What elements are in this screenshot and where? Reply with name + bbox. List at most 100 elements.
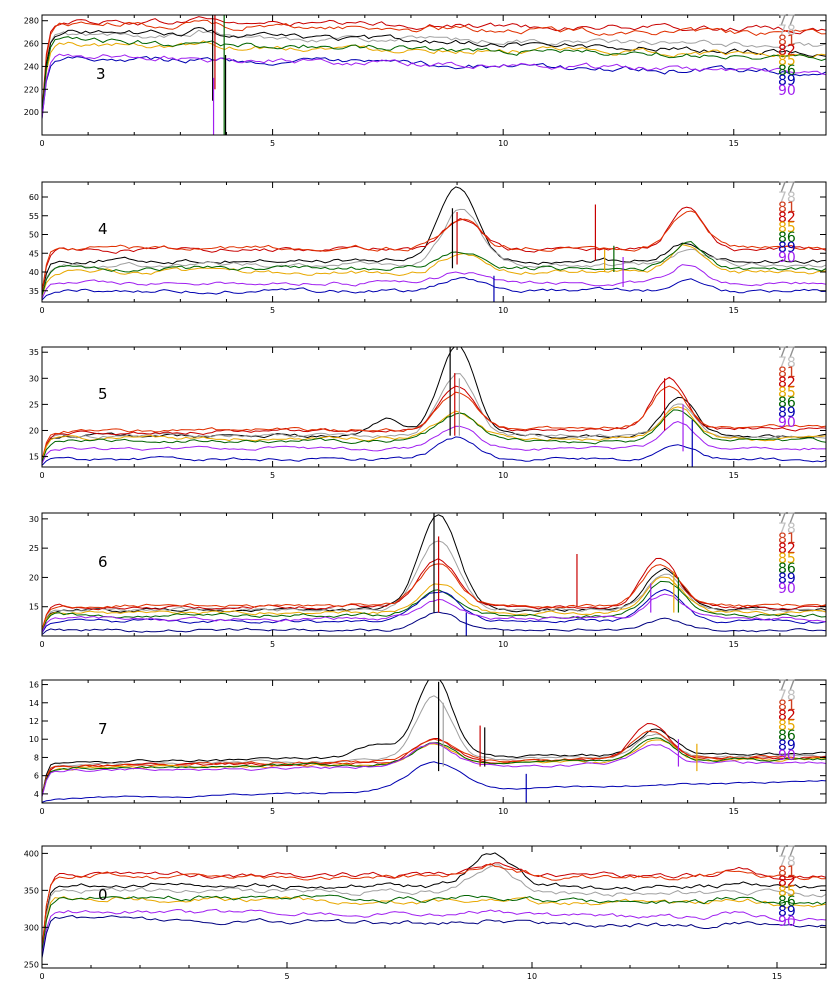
series-line <box>42 611 826 635</box>
legend-entry: 77 <box>778 511 796 527</box>
series-line <box>42 695 826 796</box>
panel-label: 5 <box>98 385 108 403</box>
series-line <box>42 373 826 461</box>
panel-label: 4 <box>98 220 108 238</box>
x-tick-label: 15 <box>729 471 739 480</box>
series-line <box>42 908 826 957</box>
x-tick-label: 0 <box>39 640 44 649</box>
y-tick-label: 350 <box>24 886 39 895</box>
legend-entry: 78 <box>778 355 796 371</box>
legend-entry: 89 <box>778 738 796 754</box>
legend-entry: 89 <box>778 73 796 89</box>
legend-entry: 89 <box>778 904 796 920</box>
series-line <box>42 739 826 797</box>
y-tick-label: 200 <box>24 108 39 117</box>
series-line <box>42 208 826 295</box>
x-tick-label: 5 <box>270 306 275 315</box>
legend-entry: 82 <box>778 541 796 557</box>
legend-entry: 81 <box>778 531 796 547</box>
legend-entry: 86 <box>778 728 796 744</box>
axes-frame <box>41 181 827 303</box>
y-tick-label: 50 <box>29 231 39 240</box>
y-tick-label: 12 <box>29 717 39 726</box>
panel-label: 6 <box>98 553 108 571</box>
legend-entry: 90 <box>778 748 796 764</box>
y-tick-label: 20 <box>29 426 39 435</box>
series-line <box>42 730 826 796</box>
legend-entry: 78 <box>778 190 796 206</box>
x-tick-label: 5 <box>270 807 275 816</box>
series-line <box>42 210 826 292</box>
series-line <box>42 347 826 461</box>
legend-entry: 85 <box>778 220 796 236</box>
axes-frame <box>41 845 827 969</box>
x-tick-label: 0 <box>39 807 44 816</box>
axes-frame <box>41 346 827 468</box>
y-tick-label: 35 <box>29 287 39 296</box>
series-line <box>42 19 826 113</box>
legend-entry: 82 <box>778 210 796 226</box>
x-tick-label: 0 <box>39 306 44 315</box>
axes-frame <box>41 512 827 637</box>
y-tick-label: 220 <box>24 85 39 94</box>
series-line <box>42 40 826 117</box>
legend-entry: 77 <box>778 678 796 694</box>
series-line <box>42 240 826 296</box>
y-tick-label: 10 <box>29 735 39 744</box>
legend-entry: 90 <box>778 914 796 930</box>
legend-entry: 81 <box>778 200 796 216</box>
series-line <box>42 409 826 462</box>
series-line <box>42 761 826 803</box>
series-line <box>42 862 826 950</box>
legend-entry: 81 <box>778 698 796 714</box>
x-tick-label: 10 <box>498 306 508 315</box>
series-line <box>42 16 826 113</box>
x-tick-label: 5 <box>284 972 289 981</box>
x-tick-label: 5 <box>270 139 275 148</box>
y-tick-label: 25 <box>29 544 39 553</box>
series-line <box>42 864 826 953</box>
series-line <box>42 852 826 952</box>
series-line <box>42 385 826 461</box>
x-tick-label: 0 <box>39 139 44 148</box>
series-line <box>42 896 826 954</box>
series-line <box>42 55 826 120</box>
series-line <box>42 53 826 119</box>
plot-area <box>42 347 826 467</box>
x-tick-label: 10 <box>498 139 508 148</box>
y-tick-label: 300 <box>24 923 39 932</box>
x-tick-label: 15 <box>729 139 739 148</box>
x-tick-label: 15 <box>729 306 739 315</box>
plot-area <box>42 186 826 302</box>
y-tick-label: 15 <box>29 603 39 612</box>
legend-entry: 82 <box>778 375 796 391</box>
y-tick-label: 6 <box>34 772 39 781</box>
series-line <box>42 186 826 295</box>
legend-entry: 78 <box>778 23 796 39</box>
legend-entry: 90 <box>778 581 796 597</box>
x-tick-label: 10 <box>527 972 537 981</box>
series-line <box>42 863 826 950</box>
y-tick-label: 16 <box>29 681 39 690</box>
legend-entry: 86 <box>778 561 796 577</box>
y-tick-label: 30 <box>29 374 39 383</box>
legend-entry: 90 <box>778 83 796 99</box>
legend-entry: 85 <box>778 551 796 567</box>
y-tick-label: 4 <box>34 790 39 799</box>
legend-entry: 89 <box>778 571 796 587</box>
y-tick-label: 55 <box>29 212 39 221</box>
panel-label: 7 <box>98 720 108 738</box>
legend-entry: 86 <box>778 230 796 246</box>
y-tick-label: 250 <box>24 960 39 969</box>
y-tick-label: 60 <box>29 193 39 202</box>
series-line <box>42 264 826 299</box>
legend-entry: 78 <box>778 854 796 870</box>
series-line <box>42 914 826 959</box>
x-tick-label: 0 <box>39 972 44 981</box>
y-tick-label: 40 <box>29 268 39 277</box>
series-line <box>42 406 826 462</box>
